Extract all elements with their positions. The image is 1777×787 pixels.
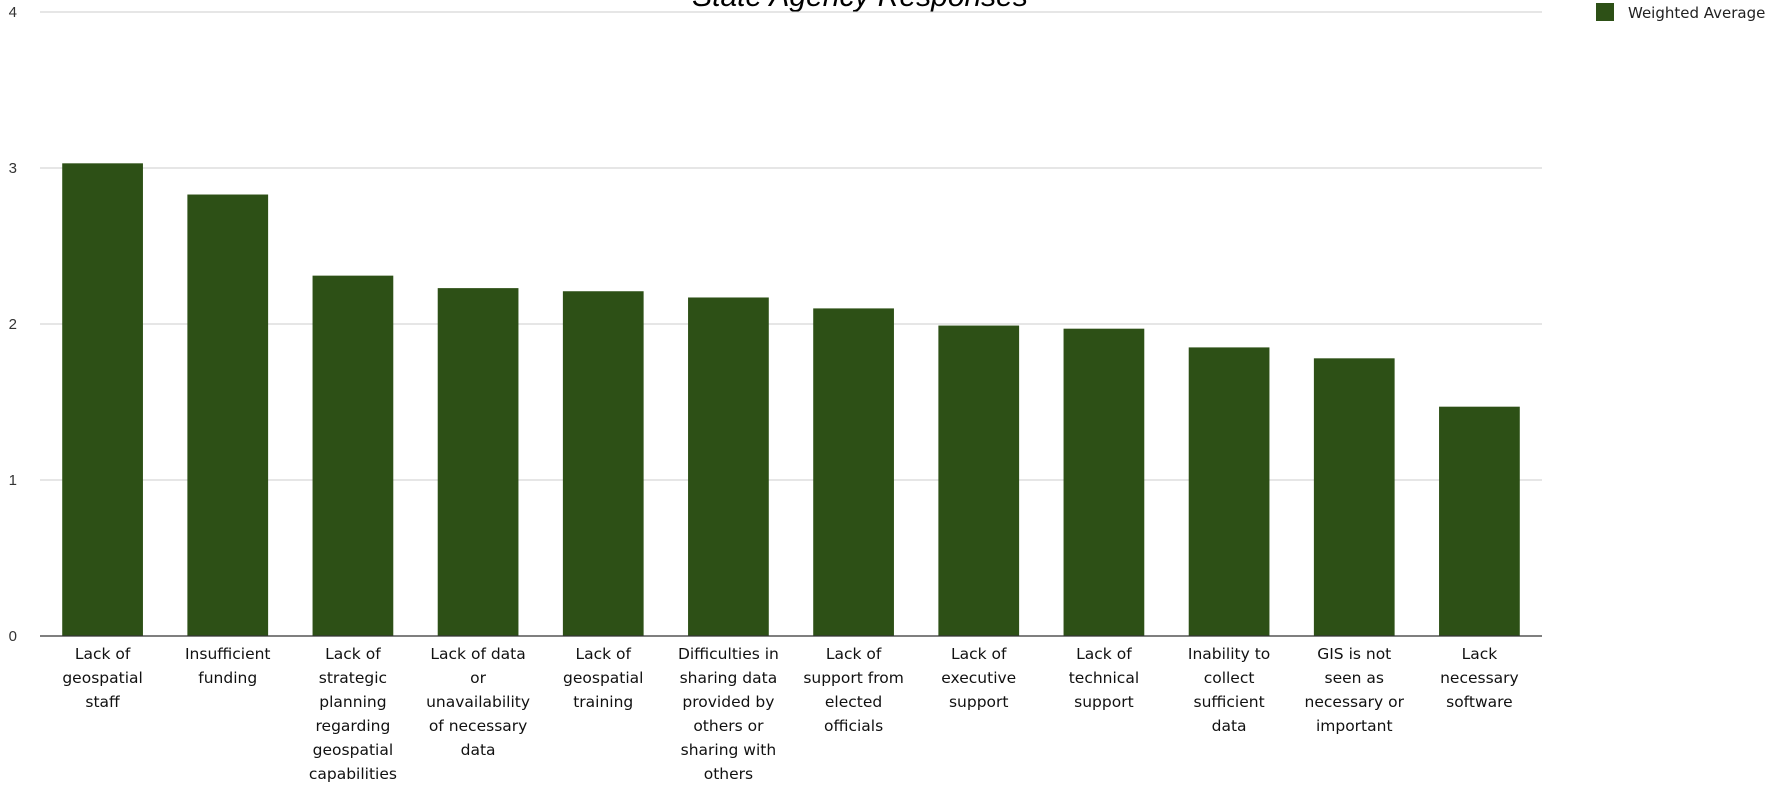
y-tick-label: 1 xyxy=(9,472,17,489)
bar xyxy=(62,163,143,636)
x-tick-label: Inability to collect sufficient data xyxy=(1188,645,1270,735)
bar xyxy=(1063,328,1145,636)
bar xyxy=(187,194,269,636)
chart-title: State Agency Responses xyxy=(692,0,1028,13)
x-tick-label: Difficulties in sharing data provided by ot… xyxy=(678,645,779,783)
x-tick-label: Lack of support from elected officials xyxy=(803,645,904,735)
x-tick-label: Lack of geospatial training xyxy=(563,645,643,711)
gridlines xyxy=(40,11,1542,481)
bars xyxy=(62,163,1520,636)
bar xyxy=(688,297,769,636)
bar xyxy=(1439,406,1520,636)
x-axis-labels: Lack of geospatial staff Insufficient fundin… xyxy=(62,645,1518,783)
legend[interactable]: Weighted Average xyxy=(1596,3,1765,22)
x-tick-label: Lack of strategic planning regarding geospat… xyxy=(309,645,397,783)
x-tick-label: Insufficient funding xyxy=(185,645,271,687)
x-tick-label: Lack of executive support xyxy=(941,645,1016,711)
x-tick-label: GIS is not seen as necessary or important xyxy=(1305,645,1405,735)
x-tick-label: Lack necessary software xyxy=(1440,645,1519,711)
y-tick-label: 2 xyxy=(9,316,17,333)
bar xyxy=(813,308,894,636)
x-tick-label: Lack of technical support xyxy=(1069,645,1139,711)
bar xyxy=(1313,358,1395,636)
legend-label-weighted-average: Weighted Average xyxy=(1628,4,1765,22)
bar xyxy=(312,275,394,636)
y-tick-label: 3 xyxy=(9,160,17,177)
y-axis-ticks: 0 1 2 3 4 xyxy=(9,4,17,645)
x-tick-label: Lack of geospatial staff xyxy=(62,645,142,711)
bar xyxy=(938,325,1020,636)
y-tick-label: 4 xyxy=(9,4,17,21)
bar xyxy=(437,288,519,636)
legend-swatch-weighted-average xyxy=(1596,3,1614,21)
x-tick-label: Lack of data or unavailability of necessary… xyxy=(426,645,530,759)
bar xyxy=(1188,347,1270,636)
y-tick-label: 0 xyxy=(9,628,17,645)
bar xyxy=(562,291,644,636)
